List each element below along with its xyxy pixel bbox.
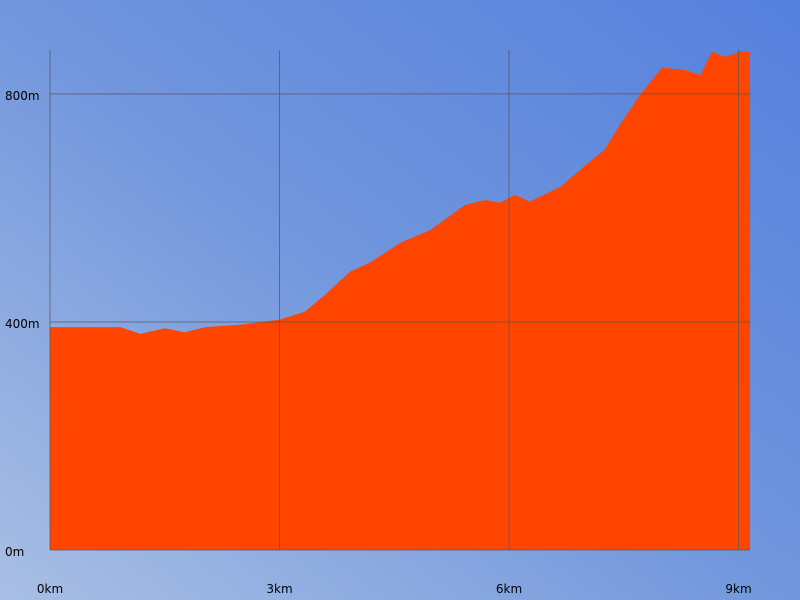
x-tick-label: 0km <box>37 582 63 596</box>
elevation-area <box>50 51 750 550</box>
x-tick-label: 3km <box>266 582 292 596</box>
y-tick-label: 800m <box>5 89 40 103</box>
x-tick-label: 9km <box>725 582 751 596</box>
y-tick-label: 400m <box>5 317 40 331</box>
plot-area: 0m 400m 800m 0km 3km 6km 9km <box>5 50 752 596</box>
x-tick-label: 6km <box>496 582 522 596</box>
y-tick-label: 0m <box>5 545 24 559</box>
